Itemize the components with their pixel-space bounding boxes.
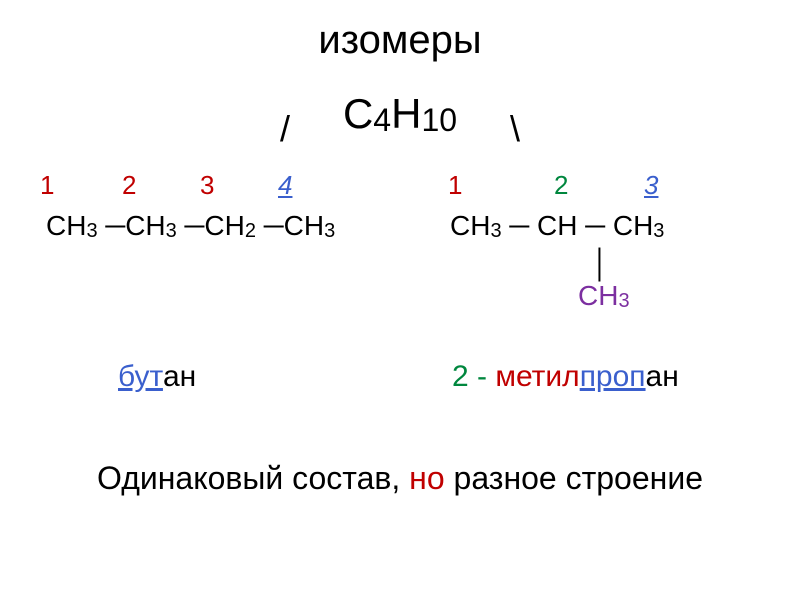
compound-name-butane: бутан [118,360,196,394]
name-suffix-an: ан [646,360,679,393]
butane-chain: СН3 ─СН3 ─СН2 ─СН3 [46,210,335,243]
methylpropane-chain: СН3 ─ СН ─ СН3 [450,210,664,243]
carbon-number: 1 [448,170,554,201]
name-root-prop: проп [580,360,646,393]
formula-c-sub: 4 [373,102,391,138]
left-carbon-numbers: 1234 [40,170,308,201]
compound-name-methylpropane: 2 - метилпропан [452,360,679,394]
carbon-number: 1 [40,170,122,201]
name-root-but: бут [118,360,163,393]
footer-part2: но [409,460,444,496]
methyl-branch: СН3 [578,280,630,313]
explanation-text: Одинаковый состав, но разное строение [0,460,800,497]
right-carbon-numbers: 123 [448,170,674,201]
formula-h-sub: 10 [421,102,457,138]
name-methyl: метил [495,360,579,393]
diagram-title: изомеры [0,18,800,63]
formula-h: Н [391,90,421,137]
formula-c: С [343,90,373,137]
carbon-number: 2 [122,170,200,201]
name-suffix-an: ан [163,360,196,393]
carbon-number: 4 [278,170,308,201]
molecular-formula: С4Н10 [0,90,800,139]
branch-slash-right: \ [510,108,520,150]
branch-slash-left: / [280,108,290,150]
carbon-number: 3 [644,170,674,201]
name-locant: 2 - [452,360,495,393]
vertical-bond: │ [592,248,610,280]
footer-part3: разное строение [445,460,703,496]
carbon-number: 3 [200,170,278,201]
carbon-number: 2 [554,170,644,201]
footer-part1: Одинаковый состав, [97,460,409,496]
